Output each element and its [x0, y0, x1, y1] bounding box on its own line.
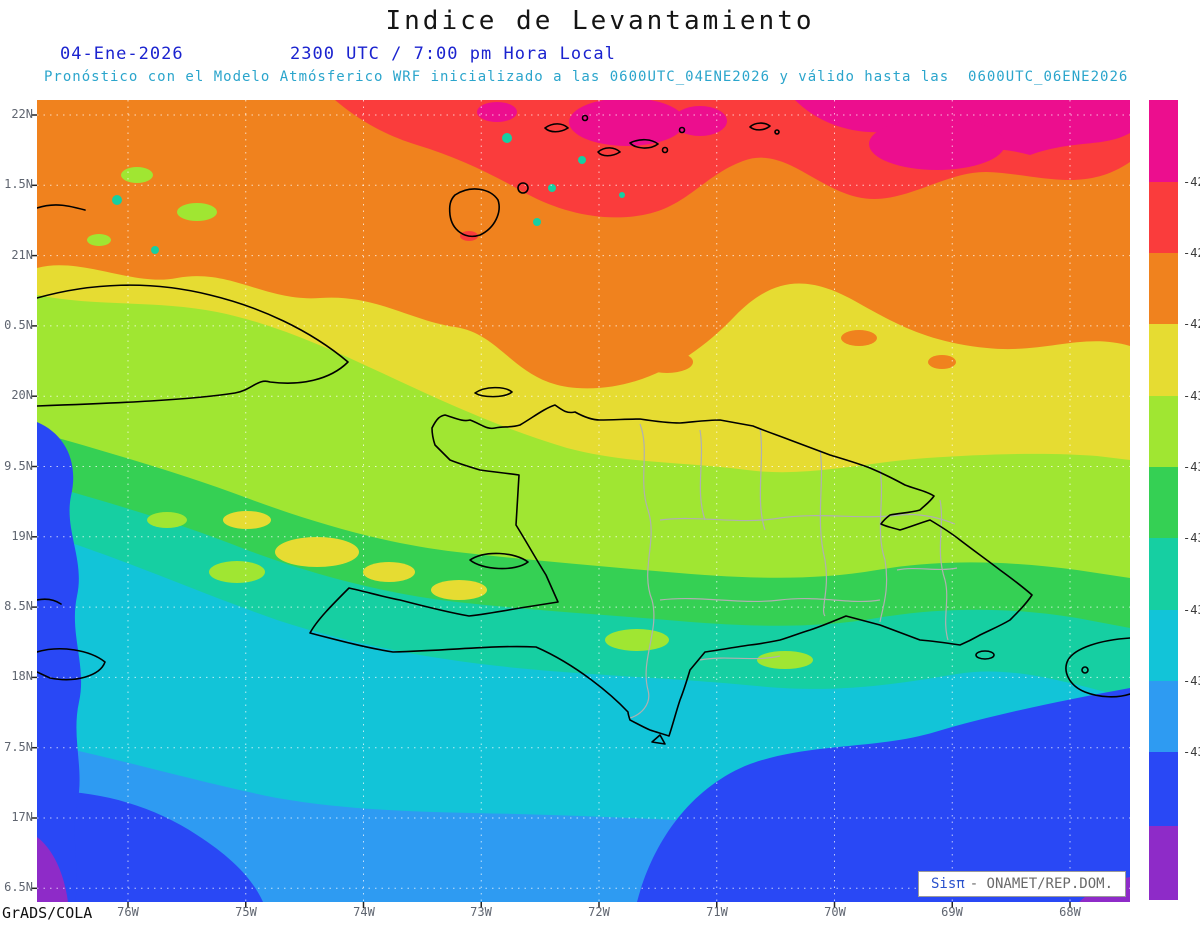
hispaniola-coastline [309, 404, 1033, 737]
colorbar-segment [1149, 826, 1178, 900]
small-island-3 [749, 122, 771, 131]
y-axis-label: 21N [11, 248, 33, 262]
x-axis-label: 72W [588, 905, 610, 919]
contour-field [37, 100, 1130, 902]
colorbar-label: -43 [1183, 389, 1200, 403]
mayaguana-island [544, 123, 569, 133]
jamaica-coastline [37, 648, 106, 681]
x-axis-label: 71W [706, 905, 728, 919]
caicos-islands-2 [629, 138, 659, 149]
y-axis-label: 7.5N [4, 740, 33, 754]
colorbar-label: -43.5 [1183, 745, 1200, 759]
cay-coastline-2 [37, 598, 62, 605]
time-label: 2300 UTC / 7:00 pm Hora Local [290, 44, 616, 64]
beata-island [651, 734, 666, 745]
mona-island [1081, 666, 1089, 674]
colorbar-segment [1149, 538, 1178, 610]
colorbar-segment [1149, 396, 1178, 467]
y-axis-label: 8.5N [4, 599, 33, 613]
gonave-island [469, 552, 529, 570]
colorbar-label: -43.2 [1183, 531, 1200, 545]
y-axis-label: 22N [11, 107, 33, 121]
x-axis-label: 73W [470, 905, 492, 919]
brand-label: Sisπ [930, 876, 965, 892]
colorbar-label: -43.1 [1183, 460, 1200, 474]
colorbar-segment [1149, 467, 1178, 538]
caicos-islands [597, 147, 621, 157]
y-axis-label: 18N [11, 669, 33, 683]
cuba-coastline [37, 284, 349, 407]
coastlines [37, 114, 1130, 745]
province-borders [629, 423, 958, 719]
saona-island [975, 650, 995, 660]
colorbar-segment [1149, 100, 1178, 182]
little-inagua-island [517, 182, 529, 194]
y-axis-label: 20N [11, 388, 33, 402]
y-axis-label: 17N [11, 810, 33, 824]
colorbar-label: -42.8 [1183, 246, 1200, 260]
small-island-2 [581, 114, 589, 122]
small-island-4 [774, 129, 780, 135]
inagua-island [448, 188, 500, 237]
colorbar-label: -42.7 [1183, 175, 1200, 189]
small-island [678, 126, 686, 134]
y-axis-label: 9.5N [4, 459, 33, 473]
x-axis-label: 76W [117, 905, 139, 919]
tortuga-island [474, 386, 513, 398]
colorbar-label: -43.3 [1183, 603, 1200, 617]
y-axis-label: 6.5N [4, 880, 33, 894]
y-axis-label: 0.5N [4, 318, 33, 332]
x-axis-label: 75W [235, 905, 257, 919]
x-axis-label: 68W [1059, 905, 1081, 919]
colorbar-segment [1149, 253, 1178, 324]
colorbar-segment [1149, 182, 1178, 253]
x-axis-label: 69W [941, 905, 963, 919]
colorbar-label: -42.9 [1183, 317, 1200, 331]
puerto-rico-coastline [1065, 637, 1130, 698]
x-axis-label: 74W [353, 905, 375, 919]
cay-coastline [37, 204, 86, 211]
grads-credit: GrADS/COLA [2, 904, 93, 922]
colorbar-segment [1149, 681, 1178, 752]
y-axis-label: 19N [11, 529, 33, 543]
colorbar-segment [1149, 610, 1178, 681]
y-axis-label: 1.5N [4, 177, 33, 191]
gridlines [37, 100, 1130, 902]
colorbar-segment [1149, 324, 1178, 396]
credit-box: Sisπ - ONAMET/REP.DOM. [918, 871, 1126, 897]
org-label: - ONAMET/REP.DOM. [969, 876, 1113, 892]
colorbar-segment [1149, 752, 1178, 826]
date-label: 04-Ene-2026 [60, 44, 184, 64]
axis-ticks [31, 114, 1071, 908]
x-axis-label: 70W [824, 905, 846, 919]
forecast-label: Pronóstico con el Modelo Atmósferico WRF… [44, 69, 1129, 85]
colorbar-label: -43.4 [1183, 674, 1200, 688]
turks-island [661, 146, 669, 154]
map-canvas [31, 100, 1130, 908]
page-title: Indice de Levantamiento [385, 6, 815, 36]
colorbar [1149, 100, 1178, 900]
